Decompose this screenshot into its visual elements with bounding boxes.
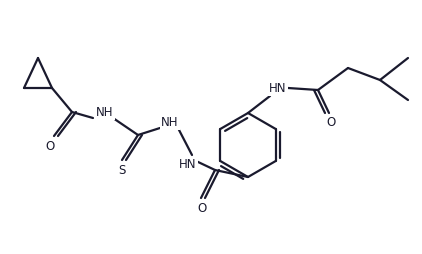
Text: O: O	[197, 201, 207, 214]
Text: O: O	[46, 139, 54, 152]
Text: NH: NH	[161, 116, 179, 129]
Text: HN: HN	[269, 82, 287, 94]
Text: O: O	[326, 117, 335, 130]
Text: S: S	[118, 165, 126, 178]
Text: NH: NH	[96, 105, 114, 119]
Text: HN: HN	[179, 158, 197, 171]
